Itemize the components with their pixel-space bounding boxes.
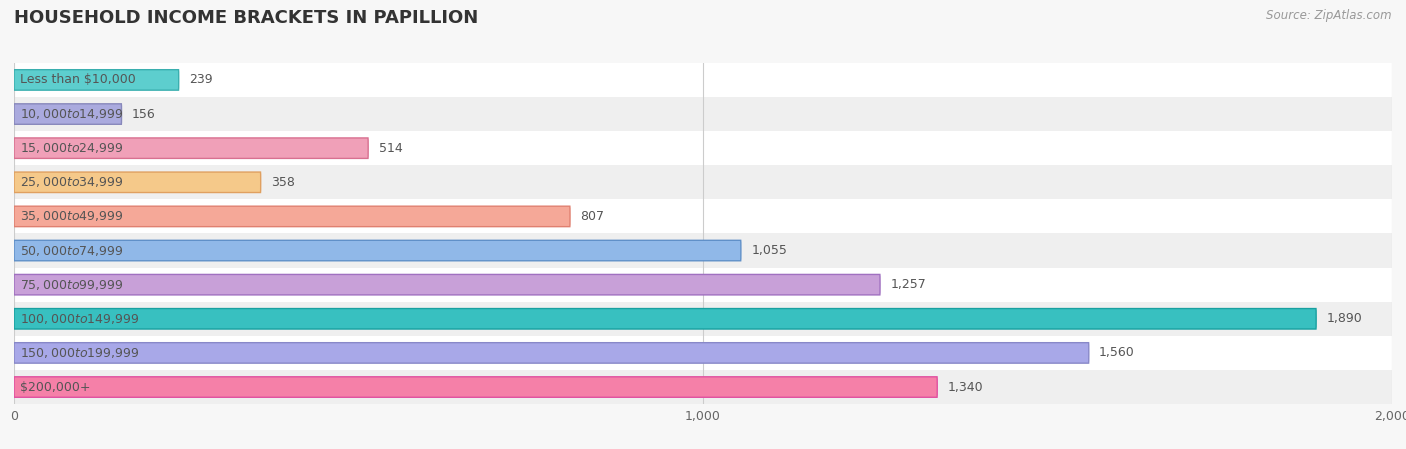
FancyBboxPatch shape xyxy=(14,274,880,295)
Text: 1,055: 1,055 xyxy=(751,244,787,257)
FancyBboxPatch shape xyxy=(14,240,741,261)
FancyBboxPatch shape xyxy=(14,138,368,158)
FancyBboxPatch shape xyxy=(14,308,1316,329)
Text: HOUSEHOLD INCOME BRACKETS IN PAPILLION: HOUSEHOLD INCOME BRACKETS IN PAPILLION xyxy=(14,9,478,27)
Text: $25,000 to $34,999: $25,000 to $34,999 xyxy=(20,175,124,189)
FancyBboxPatch shape xyxy=(14,377,938,397)
Text: $50,000 to $74,999: $50,000 to $74,999 xyxy=(20,243,124,258)
Bar xyxy=(14,336,1392,370)
Text: 1,257: 1,257 xyxy=(890,278,927,291)
FancyBboxPatch shape xyxy=(14,70,179,90)
Text: $200,000+: $200,000+ xyxy=(20,381,90,393)
Bar xyxy=(14,268,1392,302)
Text: 1,890: 1,890 xyxy=(1326,313,1362,325)
Text: $35,000 to $49,999: $35,000 to $49,999 xyxy=(20,209,124,224)
FancyBboxPatch shape xyxy=(14,104,121,124)
Bar xyxy=(14,370,1392,404)
Text: Less than $10,000: Less than $10,000 xyxy=(20,74,135,86)
Bar xyxy=(14,233,1392,268)
Bar xyxy=(14,131,1392,165)
Bar xyxy=(14,97,1392,131)
Text: 1,560: 1,560 xyxy=(1099,347,1135,359)
Bar xyxy=(14,63,1392,97)
Text: $10,000 to $14,999: $10,000 to $14,999 xyxy=(20,107,124,121)
Text: 156: 156 xyxy=(132,108,156,120)
FancyBboxPatch shape xyxy=(14,172,260,193)
Bar xyxy=(14,199,1392,233)
Text: 358: 358 xyxy=(271,176,295,189)
FancyBboxPatch shape xyxy=(14,343,1088,363)
Text: $100,000 to $149,999: $100,000 to $149,999 xyxy=(20,312,139,326)
Bar xyxy=(14,165,1392,199)
Text: 239: 239 xyxy=(188,74,212,86)
Text: 514: 514 xyxy=(378,142,402,154)
Text: $75,000 to $99,999: $75,000 to $99,999 xyxy=(20,277,124,292)
FancyBboxPatch shape xyxy=(14,206,569,227)
Text: 1,340: 1,340 xyxy=(948,381,983,393)
Text: 807: 807 xyxy=(581,210,605,223)
Text: Source: ZipAtlas.com: Source: ZipAtlas.com xyxy=(1267,9,1392,22)
Text: $15,000 to $24,999: $15,000 to $24,999 xyxy=(20,141,124,155)
Text: $150,000 to $199,999: $150,000 to $199,999 xyxy=(20,346,139,360)
Bar xyxy=(14,302,1392,336)
